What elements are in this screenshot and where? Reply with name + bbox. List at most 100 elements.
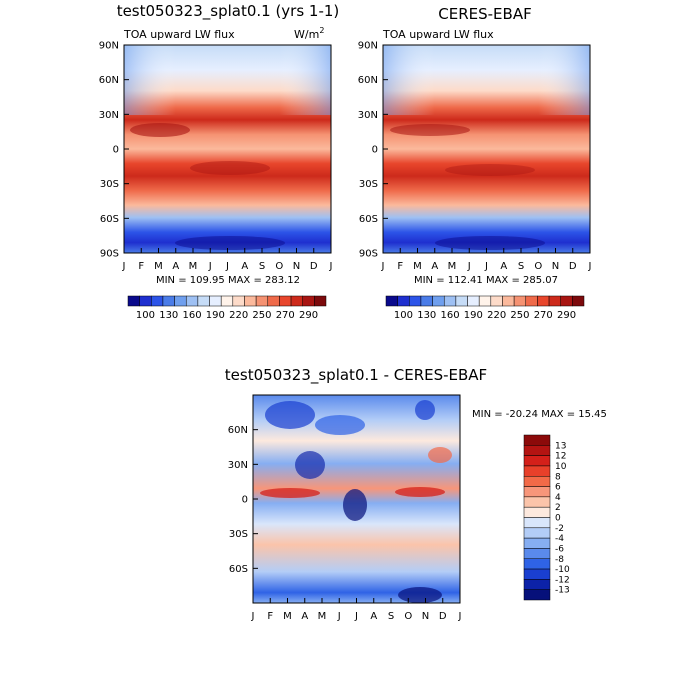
colorbar-swatch	[523, 486, 551, 498]
diff-warm-1	[260, 488, 320, 498]
colorbar-swatch	[523, 506, 551, 518]
colorbar-label: 250	[252, 310, 271, 321]
panel2-variable: TOA upward LW flux	[382, 28, 494, 41]
panel1-season-shading	[124, 45, 331, 115]
x-tick-label: S	[518, 261, 524, 272]
panel1-units: W/m2	[294, 26, 324, 41]
colorbar-label: 220	[229, 310, 248, 321]
colorbar-swatch	[478, 295, 492, 307]
colorbar-label: 100	[136, 310, 155, 321]
x-tick-label: S	[259, 261, 265, 272]
colorbar-swatch	[267, 295, 280, 307]
colorbar-label: 12	[555, 452, 566, 462]
x-tick-label: N	[552, 261, 559, 272]
x-tick-label: J	[225, 261, 229, 272]
colorbar-swatch	[139, 295, 152, 307]
difference-panel: test050323_splat0.1 - CERES-EBAF 60N30N0…	[225, 366, 607, 622]
diff-blob-4	[295, 451, 325, 479]
x-tick-label: M	[318, 611, 327, 622]
x-tick-label: J	[467, 261, 471, 272]
colorbar-label: 130	[417, 310, 436, 321]
y-tick-label: 0	[372, 145, 378, 156]
colorbar-label: 130	[159, 310, 178, 321]
y-tick-label: 30S	[359, 179, 378, 190]
diff-blob-3	[415, 400, 435, 420]
colorbar-swatch	[174, 295, 187, 307]
colorbar-label: 220	[487, 310, 506, 321]
colorbar-swatch	[523, 537, 551, 549]
colorbar-swatch	[523, 434, 551, 446]
colorbar-swatch	[560, 295, 573, 307]
y-tick-label: 90N	[99, 41, 119, 52]
panel2-warm-core	[390, 124, 470, 136]
y-tick-label: 30N	[228, 460, 248, 471]
colorbar-label: 270	[276, 310, 295, 321]
x-tick-label: F	[267, 611, 273, 622]
x-tick-label: O	[275, 261, 283, 272]
x-tick-label: J	[354, 611, 358, 622]
colorbar-swatch	[523, 527, 551, 539]
colorbar-swatch	[523, 589, 551, 601]
x-tick-label: A	[241, 261, 248, 272]
panel1-warm-core	[130, 123, 190, 137]
y-tick-label: 60N	[358, 75, 378, 86]
units-text: W/m	[294, 28, 319, 41]
panel2-colorbar-labels: 100 130 160 190 220 250 270 290	[394, 310, 576, 321]
x-tick-label: D	[310, 261, 318, 272]
colorbar-swatch	[523, 496, 551, 508]
x-tick-label: N	[422, 611, 429, 622]
colorbar-swatch	[197, 295, 210, 307]
y-tick-label: 90S	[359, 249, 378, 260]
x-tick-label: J	[588, 261, 592, 272]
diff-blob-1	[265, 401, 315, 429]
panel1-warm-core-south	[190, 161, 270, 175]
colorbar-swatch	[523, 445, 551, 456]
x-tick-label: A	[431, 261, 438, 272]
colorbar-swatch	[302, 295, 315, 307]
x-tick-label: N	[293, 261, 300, 272]
colorbar-swatch	[209, 295, 222, 307]
panel1-y-axis: 90N 60N 30N 0 30S 60S 90S	[99, 41, 129, 260]
colorbar-swatch	[409, 295, 422, 307]
observation-panel: CERES-EBAF TOA upward LW flux 90N 60N 30N 0…	[358, 5, 592, 321]
panel2-min-max: MIN = 112.41 MAX = 285.07	[414, 275, 558, 286]
colorbar-label: 6	[555, 483, 561, 493]
colorbar-label: 160	[441, 310, 460, 321]
y-tick-label: 30S	[229, 529, 248, 540]
y-tick-label: 60S	[100, 214, 119, 225]
panel1-cold-core	[175, 236, 285, 250]
colorbar-label: -13	[555, 586, 570, 596]
x-tick-label: A	[370, 611, 377, 622]
colorbar-label: -4	[555, 534, 564, 544]
colorbar-swatch	[185, 295, 199, 307]
colorbar-label: 190	[464, 310, 483, 321]
panel3-title: test050323_splat0.1 - CERES-EBAF	[225, 366, 487, 385]
colorbar-swatch	[490, 295, 503, 307]
y-tick-label: 0	[242, 495, 248, 506]
colorbar-label: 10	[555, 462, 567, 472]
panel1-min-max: MIN = 109.95 MAX = 283.12	[156, 275, 300, 286]
y-tick-label: 60N	[99, 75, 119, 86]
colorbar-label: 160	[183, 310, 202, 321]
y-tick-label: 30N	[358, 110, 378, 121]
x-tick-label: J	[381, 261, 385, 272]
diff-warm-3	[428, 447, 452, 463]
x-tick-label: A	[172, 261, 179, 272]
colorbar-label: -12	[555, 575, 570, 585]
colorbar-label: 270	[534, 310, 553, 321]
colorbar-swatch	[397, 295, 410, 307]
x-tick-label: D	[569, 261, 577, 272]
x-tick-label: A	[301, 611, 308, 622]
colorbar-swatch	[420, 295, 433, 307]
colorbar-swatch	[467, 295, 480, 307]
colorbar-label: -6	[555, 544, 564, 554]
panel2-season-shading	[383, 45, 590, 115]
colorbar-swatch	[162, 295, 175, 307]
colorbar-swatch	[525, 295, 538, 307]
panel2-cold-core	[435, 236, 545, 250]
x-tick-label: J	[484, 261, 488, 272]
colorbar-swatch	[232, 295, 245, 307]
panel3-min-max: MIN = -20.24 MAX = 15.45	[472, 409, 607, 420]
